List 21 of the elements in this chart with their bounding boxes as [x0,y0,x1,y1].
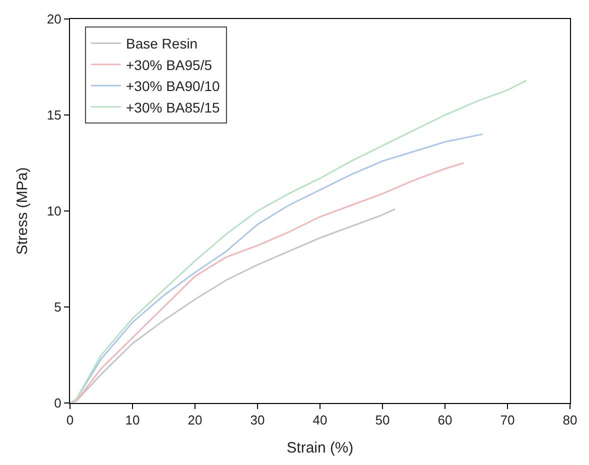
x-tick-label: 50 [375,412,390,428]
x-tick-label: 20 [188,412,202,428]
y-tick-label: 0 [54,396,62,411]
x-tick-label: 70 [500,412,515,428]
x-tick-label: 40 [312,412,328,428]
x-tick-label: 60 [438,412,452,428]
legend-label: +30% BA95/5 [126,56,212,73]
y-tick-label: 10 [46,204,62,219]
legend-label: Base Resin [126,36,198,52]
y-tick-label: 15 [46,108,62,123]
y-tick-label: 20 [46,12,62,27]
x-tick-label: 10 [125,412,140,428]
legend-label: +30% BA90/10 [126,78,220,94]
line-series [70,80,527,403]
x-axis-title: Strain (%) [286,440,354,457]
y-tick-label: 5 [54,300,62,315]
x-tick-label: 80 [562,412,578,428]
x-tick-label: 30 [250,412,265,428]
x-tick-label: 0 [66,412,74,428]
legend-label: +30% BA85/15 [126,99,220,116]
y-axis-title: Stress (MPa) [14,167,32,255]
